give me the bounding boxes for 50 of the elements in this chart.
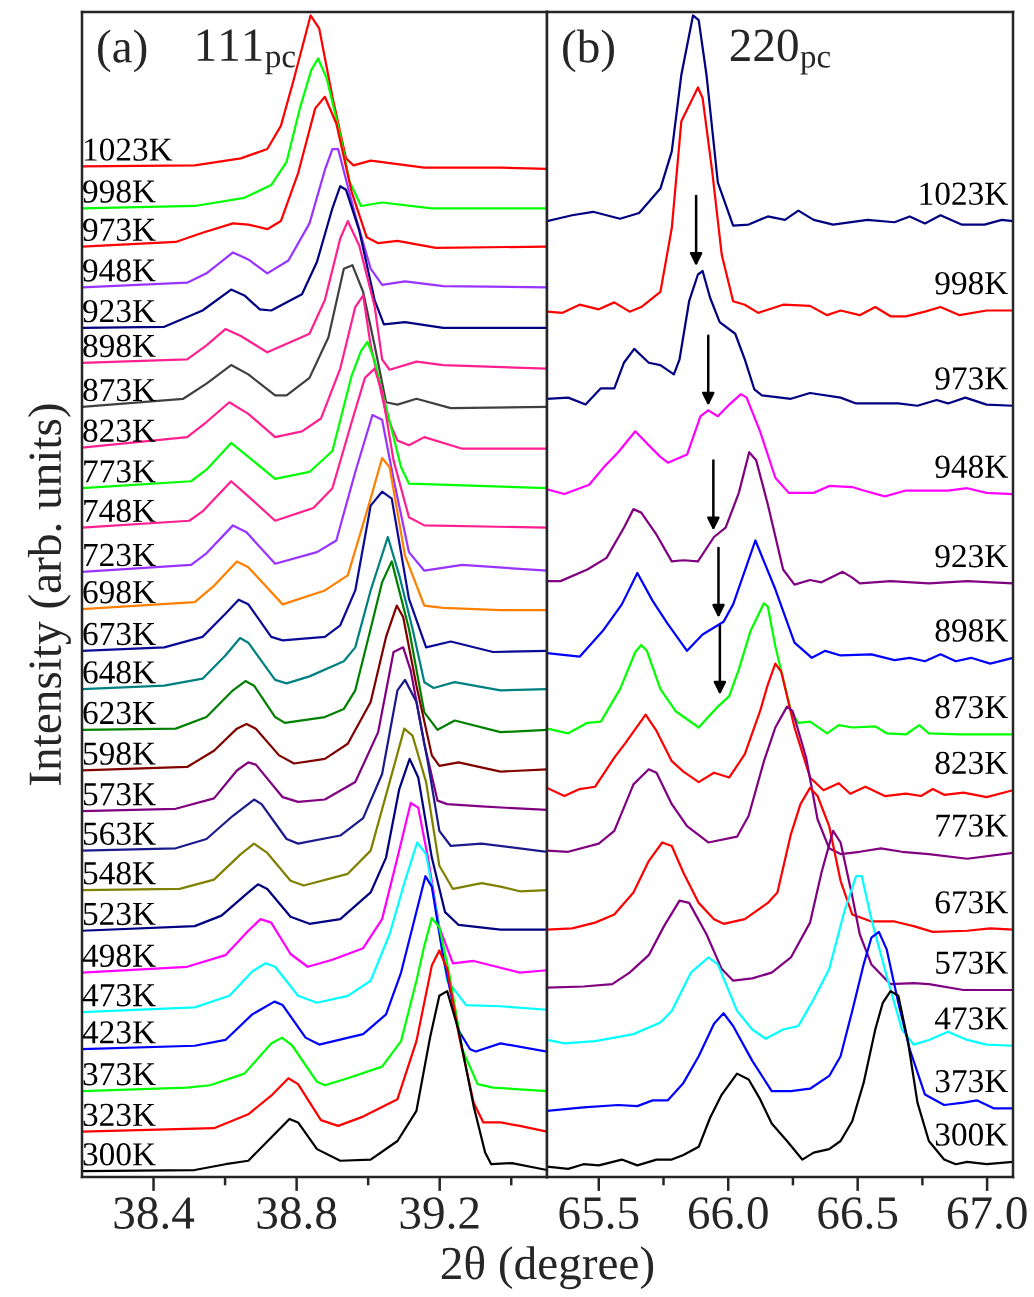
series-label: 898K bbox=[83, 334, 156, 358]
series-label: 973K bbox=[83, 218, 156, 242]
series-label: 873K bbox=[935, 695, 1008, 719]
series-label: 698K bbox=[83, 580, 156, 604]
series-label: 373K bbox=[935, 1070, 1008, 1093]
annotation: (a) bbox=[98, 29, 147, 73]
x-tick-label: 38.8 bbox=[257, 1197, 337, 1230]
series-label: 948K bbox=[935, 455, 1008, 478]
series-label: 300K bbox=[83, 1143, 156, 1166]
series-label: 573K bbox=[83, 783, 156, 806]
annotation: (b) bbox=[563, 29, 614, 73]
series-label: 1023K bbox=[920, 182, 1008, 206]
series-label: 898K bbox=[935, 619, 1008, 642]
annotation: 111$_{pc}$ bbox=[197, 29, 295, 75]
series-label: 998K bbox=[935, 271, 1008, 295]
series-label: 723K bbox=[84, 543, 156, 567]
series-label: 823K bbox=[83, 419, 156, 442]
x-tick-label: 67.0 bbox=[947, 1197, 1027, 1230]
series-label: 923K bbox=[935, 545, 1008, 568]
series-label: 973K bbox=[935, 367, 1008, 390]
series-label: 563K bbox=[83, 822, 156, 845]
series-label: 1023K bbox=[84, 138, 173, 161]
x-axis-title: 2θ (degree) bbox=[441, 1246, 654, 1290]
x-tick-label: 39.2 bbox=[400, 1197, 479, 1230]
series-label: 598K bbox=[83, 742, 156, 765]
x-tick-label: 66.5 bbox=[818, 1197, 898, 1230]
annotation: 220$_{pc}$ bbox=[730, 29, 831, 75]
series-label: 773K bbox=[936, 814, 1008, 837]
series-label: 673K bbox=[83, 622, 156, 646]
y-axis-title: Intensity (arb. units) bbox=[27, 404, 71, 785]
x-tick-label: 65.5 bbox=[559, 1197, 639, 1230]
x-tick-label: 38.4 bbox=[114, 1197, 195, 1230]
series-label: 923K bbox=[83, 299, 156, 323]
series-label: 648K bbox=[83, 661, 156, 684]
series-label: 673K bbox=[935, 891, 1008, 914]
series-label: 773K bbox=[84, 460, 156, 483]
series-label: 323K bbox=[83, 1103, 156, 1127]
x-tick-label: 66.0 bbox=[688, 1197, 768, 1230]
series-label: 573K bbox=[936, 951, 1008, 974]
series-label: 523K bbox=[83, 902, 156, 926]
series-label: 300K bbox=[935, 1123, 1008, 1146]
series-label: 473K bbox=[934, 1007, 1008, 1030]
series-label: 873K bbox=[83, 378, 156, 402]
series-label: 623K bbox=[83, 701, 156, 725]
series-label: 823K bbox=[935, 751, 1008, 775]
series-label: 948K bbox=[83, 259, 156, 282]
series-label: 373K bbox=[83, 1063, 156, 1086]
series-label: 748K bbox=[84, 499, 156, 523]
series-label: 548K bbox=[83, 862, 156, 885]
series-label: 998K bbox=[83, 180, 156, 203]
